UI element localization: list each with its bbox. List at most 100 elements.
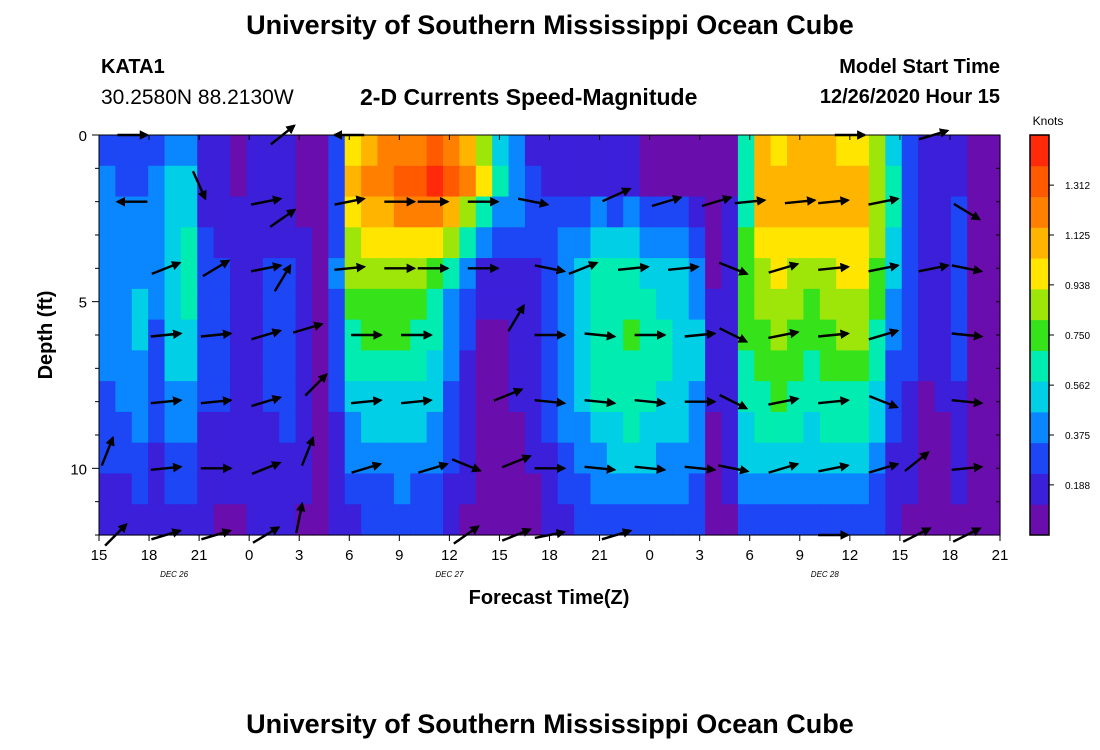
heat-cell (688, 350, 706, 382)
heat-cell (967, 473, 985, 505)
heat-cell (574, 411, 592, 444)
current-vector-arrow (534, 264, 567, 275)
colorbar-band (1030, 442, 1049, 474)
heat-cell (787, 442, 805, 475)
heat-cell (213, 135, 231, 167)
heat-cell (705, 504, 723, 536)
heat-cell (606, 165, 624, 198)
heat-cell (475, 288, 493, 321)
heat-cell (557, 227, 575, 259)
heat-cell (262, 288, 280, 321)
heat-cell (492, 442, 510, 475)
current-vector-arrow (250, 262, 283, 273)
heat-cell (623, 504, 641, 536)
heat-cell (148, 350, 166, 382)
heat-cell (590, 473, 608, 505)
heat-cell (934, 165, 952, 198)
colorbar-band (1030, 288, 1049, 321)
current-vector-arrow (507, 303, 525, 332)
current-vector-arrow (718, 261, 749, 276)
current-vector-arrow (818, 329, 851, 340)
heat-cell (983, 473, 1001, 505)
heat-cell (131, 196, 149, 228)
heat-cell (852, 350, 870, 382)
footer-title: University of Southern Mississippi Ocean… (246, 709, 854, 739)
current-vector-arrow (784, 196, 817, 206)
heat-cell (344, 442, 362, 475)
heat-cell (590, 381, 608, 413)
heat-cell (328, 196, 346, 228)
heat-cell (524, 288, 542, 321)
heat-cell (295, 288, 313, 321)
heat-cell (279, 165, 297, 198)
heat-cell (590, 411, 608, 444)
heat-cell (131, 165, 149, 198)
heat-cell (967, 411, 985, 444)
heat-cell (885, 411, 903, 444)
heat-cell (377, 258, 395, 290)
heat-cell (934, 381, 952, 413)
heat-cell (246, 196, 264, 228)
colorbar-band (1030, 381, 1049, 413)
heat-cell (475, 504, 493, 536)
heat-cell (655, 411, 673, 444)
heat-cell (492, 504, 510, 536)
current-vector-arrow (191, 170, 207, 201)
heat-cell (852, 381, 870, 413)
heat-cell (983, 381, 1001, 413)
heat-cell (983, 165, 1001, 198)
current-vector-arrow (151, 261, 182, 276)
heat-cell (721, 258, 739, 290)
heat-cell (361, 135, 379, 167)
heat-cell (99, 258, 116, 290)
current-vector-arrow (818, 262, 851, 273)
heat-cell (672, 165, 690, 198)
current-vector-arrow (868, 195, 900, 206)
heat-cell (475, 196, 493, 228)
heat-cell (819, 288, 837, 321)
heat-cell (885, 258, 903, 290)
heat-cell (606, 411, 624, 444)
heat-cell (115, 504, 133, 536)
heat-cell (279, 381, 297, 413)
heat-cell (672, 504, 690, 536)
heat-cell (836, 381, 854, 413)
heat-cell (361, 350, 379, 382)
colorbar-band (1030, 473, 1049, 505)
heat-cell (852, 227, 870, 259)
heat-cell (459, 381, 477, 413)
heat-cell (885, 381, 903, 413)
heat-cell (508, 258, 526, 290)
heat-cell (950, 165, 968, 198)
heat-cell (737, 504, 755, 536)
heat-cell (688, 411, 706, 444)
heat-cell (426, 258, 444, 290)
colorbar-bands (1030, 135, 1049, 536)
heat-cell (311, 196, 329, 228)
heat-cell (524, 381, 542, 413)
heat-cell (311, 165, 329, 198)
heat-cell (377, 350, 395, 382)
heat-cell (524, 227, 542, 259)
heat-cell (787, 258, 805, 290)
heat-cell (443, 411, 460, 444)
heat-cell (705, 473, 723, 505)
heat-cell (950, 411, 968, 444)
heat-cell (557, 350, 575, 382)
heat-cell (901, 319, 919, 351)
heat-cell (148, 165, 166, 198)
heat-cell (606, 473, 624, 505)
heat-cell (213, 350, 231, 382)
heat-cell (377, 442, 395, 475)
heat-cell (688, 442, 706, 475)
heat-cell (410, 288, 428, 321)
heat-cell (836, 350, 854, 382)
current-vector-arrow (292, 321, 324, 334)
heat-cell (344, 411, 362, 444)
date-label: DEC 26 (160, 570, 189, 579)
heat-cell (131, 227, 149, 259)
current-vector-arrow (651, 194, 683, 208)
heat-cell (967, 258, 985, 290)
heat-cell (361, 196, 379, 228)
current-vector-arrow (568, 261, 599, 276)
